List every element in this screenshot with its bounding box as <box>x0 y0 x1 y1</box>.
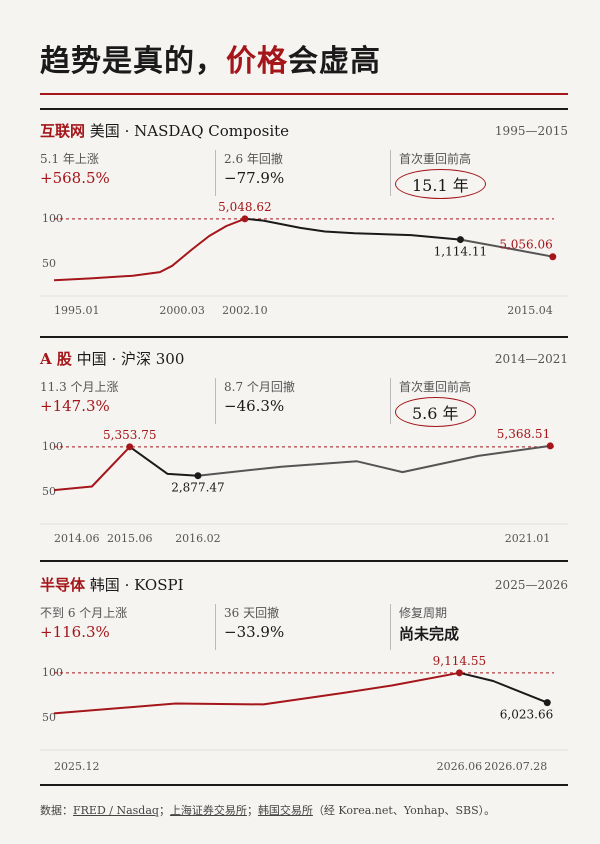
section-heading: 半导体 韩国 · KOSPI <box>40 576 184 594</box>
data-label-recover: 5,368.51 <box>497 428 550 441</box>
section-rule <box>40 784 568 786</box>
stat-drawdown: 2.6 年回撤 −77.9% <box>215 150 284 196</box>
series-rise <box>53 217 246 282</box>
series-rise <box>53 446 131 492</box>
x-tick-label: 2015.04 <box>507 304 553 317</box>
stat-recovery: 修复周期 尚未完成 <box>390 604 459 650</box>
data-label-trough: 2,877.47 <box>171 481 224 495</box>
source-note: 数据：FRED / Nasdaq；上海证券交易所；韩国交易所（经 Korea.n… <box>40 804 496 817</box>
page-title: 趋势是真的，价格会虚高 <box>40 44 381 79</box>
x-tick-label: 2014.06 <box>54 532 100 545</box>
series-drawdown <box>129 445 198 477</box>
chart-csi300: 50 100 5,353.75 2,877.47 5,368.51 2014.06 2015… <box>40 428 568 545</box>
point-recover <box>546 442 554 450</box>
x-tick-label: 2016.02 <box>175 532 221 545</box>
y-tick-label: 50 <box>42 711 56 724</box>
data-label-peak: 5,353.75 <box>103 428 156 442</box>
chart-kospi: 50 100 9,114.55 6,023.66 2025.12 2026.06 2026.… <box>40 654 568 773</box>
section-kospi: 半导体 韩国 · KOSPI 2025—2026 不到 6 个月上涨 +116.… <box>40 560 568 786</box>
title-rule <box>40 93 568 95</box>
stat-rise: 不到 6 个月上涨 +116.3% <box>40 606 128 641</box>
stat-recovery: 首次重回前高 15.1 年 <box>390 150 486 199</box>
y-tick-label: 100 <box>42 440 63 453</box>
point-peak <box>126 443 134 451</box>
section-rule <box>40 560 568 562</box>
stat-drawdown: 8.7 个月回撤 −46.3% <box>215 378 295 424</box>
x-tick-label: 2026.06 <box>437 760 483 773</box>
series-recovery <box>197 444 551 477</box>
y-tick-label: 100 <box>42 212 63 225</box>
stat-drawdown: 36 天回撤 −33.9% <box>215 604 284 650</box>
stat-rise: 11.3 个月上涨 +147.3% <box>40 380 119 415</box>
point-peak <box>241 215 249 223</box>
x-tick-label: 2021.01 <box>505 532 551 545</box>
x-tick-label: 2015.06 <box>107 532 153 545</box>
point-trough <box>543 699 551 707</box>
section-nasdaq: 互联网 美国 · NASDAQ Composite 1995—2015 5.1 … <box>40 108 568 336</box>
point-trough <box>194 472 202 480</box>
section-heading: A 股 中国 · 沪深 300 <box>40 350 185 368</box>
x-tick-label: 2002.10 <box>222 304 268 317</box>
section-years: 2014—2021 <box>494 352 568 366</box>
data-label-peak: 5,048.62 <box>218 200 271 214</box>
y-tick-label: 100 <box>42 666 63 679</box>
series-rise <box>53 671 460 715</box>
section-years: 1995—2015 <box>494 124 568 138</box>
x-tick-label: 2025.12 <box>54 760 100 773</box>
data-label-peak: 9,114.55 <box>433 654 486 668</box>
section-rule <box>40 108 568 110</box>
data-label-recover: 5,056.06 <box>499 238 552 252</box>
series-recovery <box>460 238 553 258</box>
point-recover <box>549 253 557 261</box>
section-csi300: A 股 中国 · 沪深 300 2014—2021 11.3 个月上涨 +147… <box>40 336 568 560</box>
section-years: 2025—2026 <box>494 578 568 592</box>
stat-rise: 5.1 年上涨 +568.5% <box>40 152 110 187</box>
y-tick-label: 50 <box>42 485 56 498</box>
y-tick-label: 50 <box>42 257 56 270</box>
series-drawdown <box>459 671 548 704</box>
x-tick-label: 2000.03 <box>159 304 205 317</box>
section-heading: 互联网 美国 · NASDAQ Composite <box>40 122 290 140</box>
chart-nasdaq: 50 100 5,048.62 1,114.11 5,056.06 1995.01 2000… <box>40 200 568 317</box>
stat-recovery: 首次重回前高 5.6 年 <box>390 378 476 427</box>
section-rule <box>40 336 568 338</box>
x-tick-label: 2026.07.28 <box>484 760 547 773</box>
point-peak <box>455 669 463 677</box>
x-tick-label: 1995.01 <box>54 304 100 317</box>
data-label-trough: 1,114.11 <box>434 245 487 259</box>
series-drawdown <box>244 217 461 241</box>
data-label-trough: 6,023.66 <box>500 708 553 722</box>
point-trough <box>456 236 464 244</box>
